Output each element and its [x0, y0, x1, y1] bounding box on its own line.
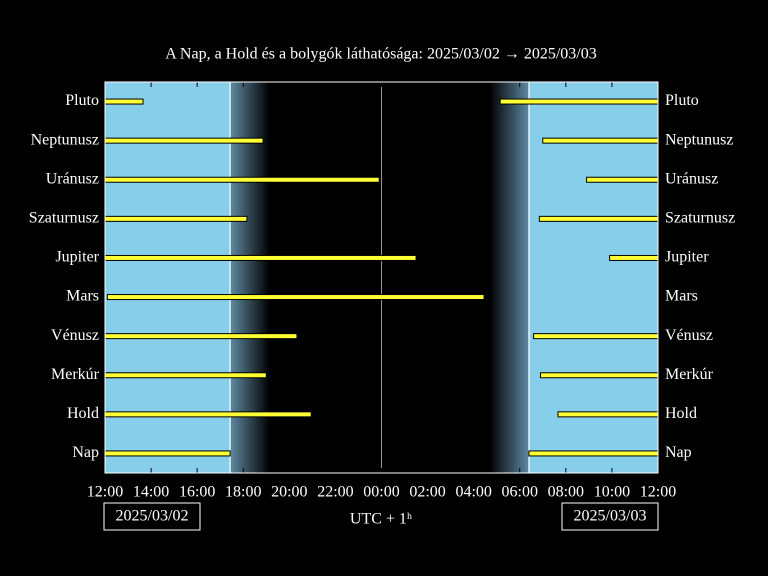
daylight	[105, 82, 231, 473]
y-label-right: Neptunusz	[665, 131, 733, 148]
visibility-bar	[104, 137, 264, 144]
visibility-bar	[104, 254, 417, 261]
y-label-right: Hold	[665, 405, 697, 422]
y-label-left: Nap	[72, 444, 99, 461]
y-label-left: Pluto	[65, 92, 99, 109]
visibility-bar	[538, 215, 659, 222]
visibility-bar	[104, 333, 298, 340]
visibility-bar	[104, 215, 248, 222]
visibility-bar	[499, 98, 659, 105]
daylight	[528, 82, 658, 473]
visibility-bar	[104, 98, 144, 105]
date-box	[561, 502, 659, 531]
y-label-right: Jupiter	[665, 249, 709, 266]
plot-frame	[104, 81, 659, 474]
y-label-left: Mars	[66, 288, 99, 305]
x-tick-label: 00:00	[363, 484, 399, 501]
x-tick-label: 14:00	[133, 484, 169, 501]
date-box	[103, 502, 201, 531]
visibility-bar	[586, 176, 659, 183]
y-label-left: Vénusz	[51, 327, 99, 344]
visibility-bar	[528, 450, 659, 457]
x-tick-label: 16:00	[179, 484, 215, 501]
y-label-left: Uránusz	[46, 170, 99, 187]
x-tick-label: 22:00	[317, 484, 353, 501]
start-date: 2025/03/02	[116, 508, 189, 525]
visibility-bar	[539, 372, 659, 379]
visibility-bar	[104, 372, 267, 379]
visibility-bar	[609, 254, 659, 261]
x-tick-label: 12:00	[87, 484, 123, 501]
x-tick-label: 08:00	[548, 484, 584, 501]
y-label-left: Jupiter	[55, 249, 99, 266]
plot-area	[104, 81, 659, 474]
y-label-right: Merkúr	[665, 366, 714, 383]
x-tick-label: 06:00	[502, 484, 538, 501]
twilight	[230, 82, 270, 473]
y-label-right: Pluto	[665, 92, 699, 109]
x-axis-label: UTC + 1ʰ	[350, 511, 412, 528]
y-label-right: Szaturnusz	[665, 210, 735, 227]
y-label-right: Nap	[665, 444, 692, 461]
y-label-left: Szaturnusz	[29, 210, 99, 227]
x-tick-label: 20:00	[271, 484, 307, 501]
x-tick-label: 18:00	[225, 484, 261, 501]
visibility-bar	[106, 294, 485, 301]
visibility-bar	[104, 411, 312, 418]
visibility-bar	[533, 333, 659, 340]
y-label-right: Mars	[665, 288, 698, 305]
y-label-left: Neptunusz	[31, 131, 99, 148]
x-tick-label: 12:00	[640, 484, 676, 501]
y-label-right: Vénusz	[665, 327, 713, 344]
y-label-left: Hold	[67, 405, 99, 422]
y-label-right: Uránusz	[665, 170, 718, 187]
visibility-bar	[542, 137, 659, 144]
chart-title: A Nap, a Hold és a bolygók láthatósága: …	[165, 46, 597, 63]
y-label-left: Merkúr	[51, 366, 100, 383]
x-tick-label: 02:00	[409, 484, 445, 501]
x-tick-label: 10:00	[594, 484, 630, 501]
visibility-bar	[104, 176, 380, 183]
twilight	[489, 82, 529, 473]
x-tick-label: 04:00	[455, 484, 491, 501]
visibility-bar	[557, 411, 659, 418]
visibility-bar	[104, 450, 231, 457]
end-date: 2025/03/03	[574, 508, 647, 525]
